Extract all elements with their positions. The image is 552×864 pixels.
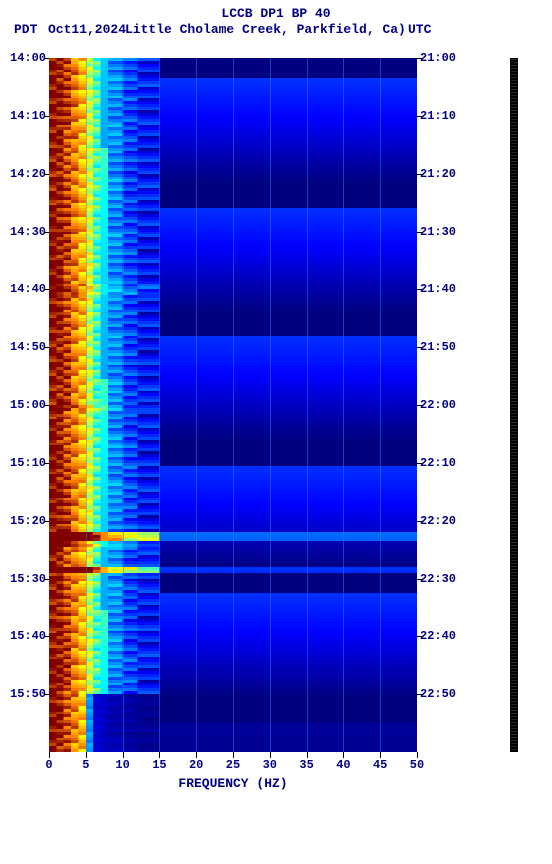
y-tick-left: 14:40 [10,282,46,296]
x-tick-label: 20 [189,758,203,772]
amplitude-colorbar [510,58,518,752]
x-tick-mark [307,752,308,758]
gridline [307,58,308,752]
gridline [233,58,234,752]
x-tick-mark [270,752,271,758]
y-tick-mark-left [44,289,49,290]
y-tick-left: 15:30 [10,572,46,586]
x-tick-label: 45 [373,758,387,772]
y-tick-mark-right [417,174,422,175]
x-tick-label: 0 [45,758,52,772]
x-tick-label: 5 [82,758,89,772]
y-tick-mark-left [44,636,49,637]
y-tick-mark-left [44,174,49,175]
x-axis-label: FREQUENCY (HZ) [49,776,417,791]
x-tick-label: 30 [263,758,277,772]
gridline [159,58,160,752]
y-tick-mark-right [417,636,422,637]
y-tick-left: 14:10 [10,109,46,123]
x-tick-mark [159,752,160,758]
y-tick-mark-right [417,579,422,580]
y-tick-right: 22:20 [420,514,456,528]
y-tick-left: 14:00 [10,51,46,65]
y-tick-left: 14:30 [10,225,46,239]
gridline [123,58,124,752]
y-tick-left: 15:20 [10,514,46,528]
x-tick-label: 25 [226,758,240,772]
y-tick-mark-left [44,405,49,406]
y-tick-mark-left [44,579,49,580]
y-tick-mark-left [44,521,49,522]
x-tick-mark [123,752,124,758]
x-tick-label: 35 [299,758,313,772]
x-tick-label: 15 [152,758,166,772]
y-tick-mark-right [417,405,422,406]
y-tick-right: 21:10 [420,109,456,123]
y-tick-mark-right [417,347,422,348]
y-tick-mark-right [417,463,422,464]
y-tick-right: 22:00 [420,398,456,412]
y-tick-left: 15:10 [10,456,46,470]
y-tick-right: 21:40 [420,282,456,296]
y-tick-right: 22:10 [420,456,456,470]
y-tick-right: 22:50 [420,687,456,701]
y-tick-mark-left [44,347,49,348]
tz-right-label: UTC [408,22,431,37]
gridline [86,58,87,752]
date-label: Oct11,2024 [48,22,126,37]
y-tick-mark-right [417,232,422,233]
gridline [380,58,381,752]
x-tick-mark [343,752,344,758]
x-tick-label: 50 [410,758,424,772]
y-tick-mark-right [417,58,422,59]
gridline [343,58,344,752]
y-tick-mark-left [44,694,49,695]
y-tick-left: 14:50 [10,340,46,354]
x-tick-label: 40 [336,758,350,772]
y-tick-mark-left [44,232,49,233]
y-tick-right: 22:30 [420,572,456,586]
y-tick-mark-left [44,116,49,117]
y-tick-right: 21:00 [420,51,456,65]
y-tick-mark-left [44,58,49,59]
gridline [196,58,197,752]
y-tick-mark-right [417,289,422,290]
tz-left-label: PDT [14,22,37,37]
y-tick-right: 22:40 [420,629,456,643]
x-tick-mark [86,752,87,758]
y-tick-left: 14:20 [10,167,46,181]
x-tick-mark [233,752,234,758]
chart-title: LCCB DP1 BP 40 [0,6,552,21]
y-tick-mark-right [417,694,422,695]
location-label: Little Cholame Creek, Parkfield, Ca) [125,22,406,37]
x-tick-mark [49,752,50,758]
gridline [270,58,271,752]
x-tick-mark [196,752,197,758]
spectrogram-plot [49,58,417,752]
y-tick-left: 15:50 [10,687,46,701]
x-tick-label: 10 [115,758,129,772]
x-tick-mark [417,752,418,758]
x-tick-mark [380,752,381,758]
y-tick-left: 15:00 [10,398,46,412]
y-tick-right: 21:20 [420,167,456,181]
y-tick-mark-right [417,116,422,117]
y-tick-right: 21:50 [420,340,456,354]
y-tick-left: 15:40 [10,629,46,643]
y-tick-mark-right [417,521,422,522]
y-tick-mark-left [44,463,49,464]
y-tick-right: 21:30 [420,225,456,239]
